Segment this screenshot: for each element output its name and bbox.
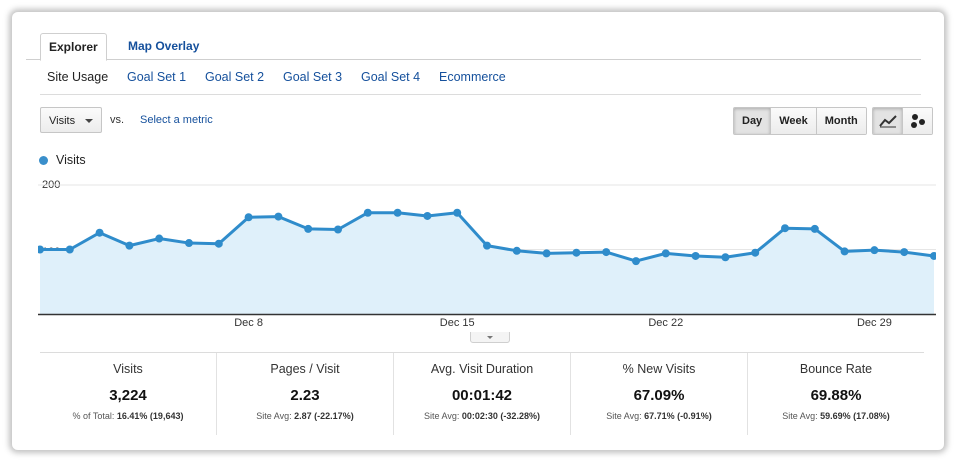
data-point[interactable] xyxy=(423,211,432,220)
data-point[interactable] xyxy=(125,241,134,250)
tab-map-overlay[interactable]: Map Overlay xyxy=(128,39,200,53)
x-tick-label: Dec 8 xyxy=(234,317,263,329)
data-point[interactable] xyxy=(38,245,44,254)
data-point[interactable] xyxy=(185,239,193,248)
report-tabs: Explorer Map Overlay xyxy=(26,23,921,61)
data-point[interactable] xyxy=(334,225,342,234)
scorecard-pages-per-visit[interactable]: Pages / Visit 2.23 Site Avg: 2.87 (-22.1… xyxy=(217,353,394,435)
day-button[interactable]: Day xyxy=(734,108,772,134)
data-point[interactable] xyxy=(751,248,760,257)
bubble-chart-icon xyxy=(910,114,925,128)
legend-marker xyxy=(39,155,48,165)
scorecard-comparison: Site Avg: 00:02:30 (-32.28%) xyxy=(424,411,540,421)
scorecard-value: 3,224 xyxy=(109,387,147,404)
data-point[interactable] xyxy=(214,239,223,248)
subtab-goal-set-3[interactable]: Goal Set 3 xyxy=(283,70,343,84)
scorecard-title: Avg. Visit Duration xyxy=(430,362,534,376)
scorecard-value: 2.23 xyxy=(290,387,320,404)
data-point[interactable] xyxy=(512,246,521,255)
data-point[interactable] xyxy=(274,212,283,221)
x-tick-label: Dec 22 xyxy=(648,317,684,329)
data-point[interactable] xyxy=(870,246,879,255)
month-button[interactable]: Month xyxy=(816,108,866,134)
scorecard-comparison: % of Total: 16.41% (19,643) xyxy=(72,411,184,421)
scorecard-value: 67.09% xyxy=(633,387,685,404)
scorecard-title: Visits xyxy=(113,362,143,376)
scorecards: Visits 3,224 % of Total: 16.41% (19,643)… xyxy=(40,352,924,435)
data-point[interactable] xyxy=(691,251,700,260)
scorecard-title: Bounce Rate xyxy=(799,362,873,376)
chevron-down-icon xyxy=(85,119,93,123)
chart-type-toggle xyxy=(872,107,933,135)
subtab-goal-set-4[interactable]: Goal Set 4 xyxy=(361,70,421,84)
period-toggle: Day Week Month xyxy=(733,107,867,135)
chart-legend: Visits xyxy=(39,153,86,167)
scorecard-new-visits[interactable]: % New Visits 67.09% Site Avg: 67.71% (-0… xyxy=(571,353,748,435)
data-point[interactable] xyxy=(363,208,372,217)
scorecard-bounce-rate[interactable]: Bounce Rate 69.88% Site Avg: 59.69% (17.… xyxy=(748,353,924,435)
vs-label: vs. xyxy=(110,114,125,126)
data-point[interactable] xyxy=(95,228,104,237)
legend-label: Visits xyxy=(56,153,86,167)
subtab-goal-set-1[interactable]: Goal Set 1 xyxy=(127,70,187,84)
scorecard-value: 00:01:42 xyxy=(451,387,513,404)
scorecard-visits[interactable]: Visits 3,224 % of Total: 16.41% (19,643) xyxy=(40,353,217,435)
chevron-down-icon xyxy=(487,335,493,339)
data-point[interactable] xyxy=(810,224,819,233)
data-point[interactable] xyxy=(572,248,581,257)
x-tick-label: Dec 29 xyxy=(856,317,892,329)
scorecard-comparison: Site Avg: 59.69% (17.08%) xyxy=(782,411,890,421)
week-button[interactable]: Week xyxy=(771,108,817,134)
data-point[interactable] xyxy=(483,241,491,250)
data-point[interactable] xyxy=(900,248,909,257)
data-point[interactable] xyxy=(721,253,730,262)
metric-dropdown-value: Visits xyxy=(49,115,76,127)
chart-resize-handle[interactable] xyxy=(470,332,510,343)
chart-canvas xyxy=(38,184,936,316)
subtab-goal-set-2[interactable]: Goal Set 2 xyxy=(205,70,265,84)
select-metric-link[interactable]: Select a metric xyxy=(140,114,213,126)
data-point[interactable] xyxy=(602,248,611,257)
scorecard-value: 69.88% xyxy=(810,387,862,404)
subtab-site-usage[interactable]: Site Usage xyxy=(47,70,109,84)
metric-group-tabs: Site Usage Goal Set 1 Goal Set 2 Goal Se… xyxy=(40,62,921,95)
motion-chart-button[interactable] xyxy=(903,108,932,134)
data-point[interactable] xyxy=(661,249,670,258)
line-chart-icon xyxy=(878,115,897,128)
scorecard-title: Pages / Visit xyxy=(270,362,340,376)
data-point[interactable] xyxy=(65,245,74,254)
scorecard-comparison: Site Avg: 67.71% (-0.91%) xyxy=(606,411,712,421)
data-point[interactable] xyxy=(930,251,936,260)
scorecard-title: % New Visits xyxy=(622,362,696,376)
subtab-ecommerce[interactable]: Ecommerce xyxy=(439,70,506,84)
data-point[interactable] xyxy=(244,213,253,222)
data-point[interactable] xyxy=(542,249,551,258)
x-tick-label: Dec 15 xyxy=(439,317,475,329)
data-point[interactable] xyxy=(840,247,849,256)
data-point[interactable] xyxy=(453,208,462,217)
data-point[interactable] xyxy=(155,234,164,243)
data-point[interactable] xyxy=(632,257,640,266)
line-chart-button[interactable] xyxy=(873,108,903,134)
visits-line-chart xyxy=(38,176,936,338)
metric-dropdown[interactable]: Visits xyxy=(40,107,102,133)
scorecard-comparison: Site Avg: 2.87 (-22.17%) xyxy=(256,411,354,421)
scorecard-avg-visit-duration[interactable]: Avg. Visit Duration 00:01:42 Site Avg: 0… xyxy=(394,353,571,435)
tab-explorer[interactable]: Explorer xyxy=(40,33,107,61)
data-point[interactable] xyxy=(393,208,402,217)
data-point[interactable] xyxy=(781,224,789,233)
data-point[interactable] xyxy=(304,224,313,233)
series-area xyxy=(40,212,934,314)
